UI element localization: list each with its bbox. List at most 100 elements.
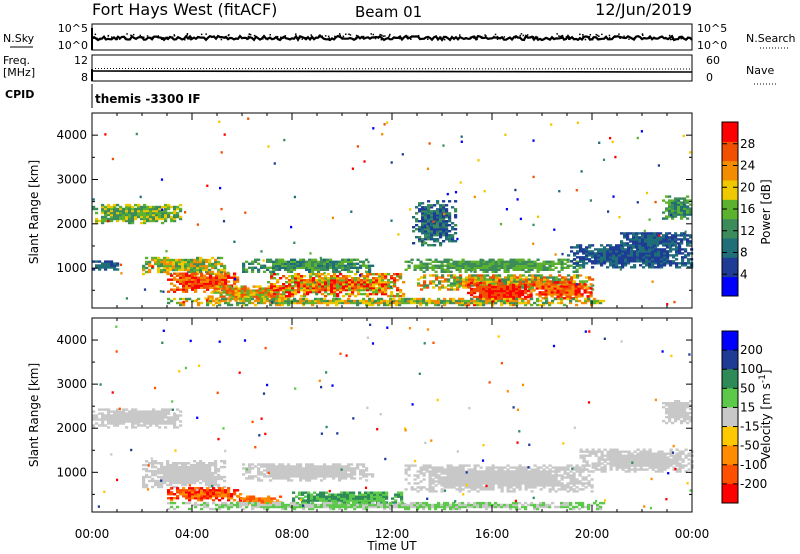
power-cell bbox=[441, 280, 445, 283]
velocity-cell bbox=[208, 467, 212, 471]
power-cell bbox=[579, 258, 583, 261]
power-cell bbox=[455, 268, 459, 271]
power-cell bbox=[524, 287, 528, 291]
power-cell bbox=[547, 289, 551, 292]
power-cell bbox=[494, 299, 498, 303]
velocity-cell bbox=[317, 471, 321, 474]
power-cell bbox=[663, 260, 667, 263]
power-speckle bbox=[125, 297, 128, 300]
velocity-cell bbox=[154, 481, 158, 485]
velocity-cell bbox=[263, 463, 267, 466]
power-cell bbox=[503, 270, 507, 273]
velocity-cell bbox=[394, 501, 398, 504]
power-cell bbox=[657, 248, 661, 251]
nsearch-point bbox=[510, 37, 512, 40]
power-cell bbox=[599, 301, 603, 305]
power-cell bbox=[233, 282, 237, 285]
power-cell bbox=[578, 299, 582, 303]
velocity-cell bbox=[371, 473, 375, 476]
power-cell bbox=[627, 258, 631, 261]
power-cell bbox=[214, 264, 218, 268]
power-cell bbox=[565, 285, 569, 288]
power-cell bbox=[166, 264, 170, 268]
power-cell bbox=[671, 238, 675, 241]
power-cell bbox=[668, 232, 672, 235]
power-cell bbox=[606, 256, 610, 259]
power-cell bbox=[222, 289, 226, 292]
power-cell bbox=[575, 268, 579, 271]
power-cell bbox=[519, 276, 523, 279]
velocity-cell bbox=[249, 497, 253, 500]
power-cell bbox=[677, 211, 681, 214]
power-cell bbox=[544, 293, 548, 296]
power-cell bbox=[269, 258, 273, 261]
power-cell bbox=[185, 280, 189, 283]
power-cell bbox=[309, 286, 313, 290]
velocity-cell bbox=[175, 463, 179, 467]
power-cell bbox=[372, 288, 376, 292]
power-cell bbox=[220, 270, 224, 274]
power-cell bbox=[431, 264, 435, 267]
power-cell bbox=[384, 283, 388, 286]
velocity-cell bbox=[161, 410, 165, 413]
power-cell bbox=[214, 258, 218, 262]
power-cell bbox=[609, 254, 613, 257]
power-cell bbox=[194, 286, 198, 289]
nsearch-point bbox=[380, 34, 383, 36]
velocity-cell bbox=[146, 426, 150, 429]
power-cell bbox=[638, 238, 642, 241]
velocity-cell bbox=[170, 499, 174, 502]
power-cell bbox=[503, 264, 507, 267]
power-cell bbox=[413, 301, 417, 305]
nsearch-point bbox=[104, 38, 106, 40]
nsearch-point bbox=[591, 38, 594, 41]
power-cell bbox=[281, 301, 285, 305]
power-cell bbox=[553, 291, 557, 294]
power-cell bbox=[196, 272, 200, 276]
nsearch-point bbox=[619, 37, 621, 39]
velocity-cell bbox=[166, 467, 170, 471]
velocity-cell bbox=[155, 414, 159, 417]
power-cell bbox=[449, 266, 453, 269]
power-cell bbox=[329, 264, 333, 267]
power-cell bbox=[537, 278, 541, 281]
nsearch-point bbox=[319, 34, 321, 36]
power-cell bbox=[630, 250, 634, 253]
velocity-cell bbox=[349, 499, 353, 502]
power-cell bbox=[402, 292, 406, 296]
power-cell bbox=[176, 288, 180, 291]
power-cell bbox=[419, 260, 423, 263]
velocity-cell bbox=[362, 471, 366, 474]
power-cell bbox=[674, 236, 678, 239]
power-cell bbox=[113, 264, 117, 267]
power-cell bbox=[197, 282, 201, 285]
velocity-cell bbox=[218, 499, 222, 502]
velocity-cell bbox=[323, 475, 327, 478]
power-cell bbox=[157, 260, 161, 264]
velocity-cell bbox=[196, 469, 200, 473]
velocity-cell bbox=[352, 491, 356, 494]
power-cell bbox=[390, 292, 394, 296]
power-cell bbox=[569, 264, 573, 267]
power-cell bbox=[482, 297, 486, 301]
power-cell bbox=[179, 274, 183, 277]
power-cell bbox=[579, 244, 583, 247]
power-cell bbox=[648, 252, 652, 255]
power-cell bbox=[503, 268, 507, 271]
velocity-cell bbox=[340, 495, 344, 498]
power-cell bbox=[603, 252, 607, 255]
power-cell bbox=[576, 250, 580, 253]
power-cell bbox=[530, 266, 534, 269]
velocity-cell bbox=[202, 467, 206, 471]
velocity-cell bbox=[267, 495, 271, 498]
power-cell bbox=[471, 280, 475, 283]
velocity-cell bbox=[101, 424, 105, 427]
power-cell bbox=[419, 299, 423, 303]
power-cell bbox=[223, 264, 227, 268]
power-cell bbox=[488, 285, 492, 289]
power-cell bbox=[512, 268, 516, 271]
power-cell bbox=[492, 284, 496, 287]
velocity-cell bbox=[323, 467, 327, 470]
power-cell bbox=[303, 290, 307, 294]
mhz-label: [MHz] bbox=[3, 66, 35, 79]
